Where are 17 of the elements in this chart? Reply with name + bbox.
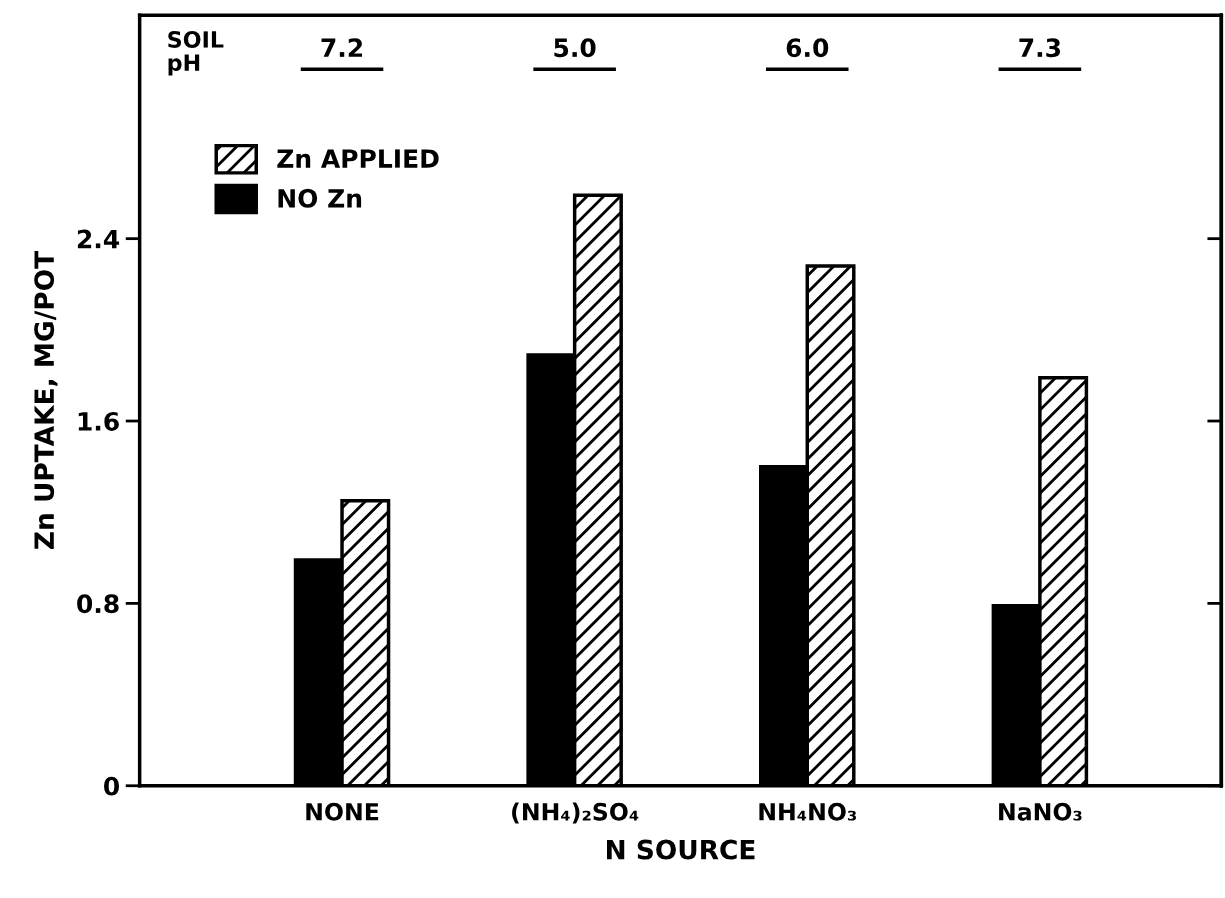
y-tick-label: 0 <box>104 776 120 796</box>
y-tick-label: 1.6 <box>78 411 119 431</box>
x-tick-label: NH₄NO₃ <box>759 802 856 821</box>
x-tick-label: NONE <box>306 802 379 821</box>
legend-label: Zn APPLIED <box>277 149 439 168</box>
legend-label: NO Zn <box>278 188 362 208</box>
x-tick-label: NaNO₃ <box>999 802 1082 821</box>
y-tick-label: 0.8 <box>77 594 119 614</box>
annotation: 7.2 <box>321 38 362 57</box>
y-axis-title: Zn UPTAKE, MG/POT <box>34 251 58 549</box>
annotation: 5.0 <box>554 38 596 58</box>
x-axis-title: N SOURCE <box>606 839 755 860</box>
annotation: 7.3 <box>1019 38 1061 58</box>
annotation: 6.0 <box>786 38 829 58</box>
annotation: SOIL pH <box>168 31 224 76</box>
x-tick-label: (NH₄)₂SO₄ <box>512 802 639 824</box>
y-tick-label: 2.4 <box>77 229 120 249</box>
